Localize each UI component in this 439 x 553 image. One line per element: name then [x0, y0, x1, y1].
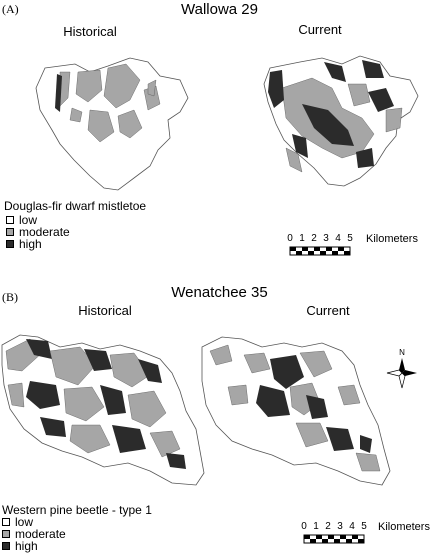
legend-item-moderate: moderate — [2, 527, 66, 541]
panel-b-scale-bar: 0 1 2 3 4 5 Kilometers — [301, 521, 434, 549]
high-patch — [362, 60, 384, 78]
moderate-patch — [337, 384, 361, 406]
high-patch — [166, 453, 186, 469]
moderate-patch — [7, 382, 25, 408]
high-patch — [326, 427, 354, 451]
moderate-patch — [69, 107, 83, 123]
moderate-patch — [295, 422, 329, 448]
panel-a-historical-label: Historical — [63, 24, 117, 39]
legend-item-high: high — [6, 237, 70, 251]
panel-a-historical-map — [35, 57, 189, 191]
legend-swatch-moderate — [2, 530, 10, 538]
high-patch — [360, 435, 372, 453]
legend-swatch-high — [6, 240, 14, 248]
moderate-patch — [299, 350, 333, 378]
high-patch — [138, 359, 162, 383]
moderate-patch — [149, 430, 181, 458]
compass-rose-icon — [386, 358, 417, 389]
moderate-patch — [63, 386, 105, 422]
high-patch — [368, 88, 394, 112]
high-patch — [256, 385, 290, 417]
high-patch — [302, 104, 354, 146]
panel-a-legend-title: Douglas-fir dwarf mistletoe — [4, 199, 147, 213]
panel-b-current-label: Current — [306, 303, 350, 318]
panel-a-current-map — [263, 55, 419, 187]
moderate-patch — [87, 109, 115, 143]
legend-item-low: low — [2, 515, 66, 529]
moderate-patch — [227, 384, 249, 406]
panel-a-legend: low moderate high — [6, 213, 70, 251]
legend-swatch-low — [2, 518, 10, 526]
panel-b-letter: (B) — [2, 290, 18, 304]
high-patch — [100, 385, 126, 415]
moderate-patch — [147, 79, 157, 97]
panel-a-scale-bar: 0 1 2 3 4 5 Kilometers — [287, 233, 435, 263]
legend-swatch-low — [6, 216, 14, 224]
high-patch — [324, 62, 346, 82]
high-patch — [26, 381, 60, 409]
scale-bar-graphic — [289, 246, 351, 256]
high-patch — [40, 417, 66, 437]
moderate-patch — [385, 107, 403, 133]
moderate-patch — [49, 346, 97, 386]
moderate-patch — [103, 63, 141, 109]
north-arrow: N — [386, 348, 417, 398]
high-patch — [356, 148, 374, 168]
high-patch — [55, 74, 62, 112]
panel-a-letter: (A) — [2, 2, 19, 16]
panel-b-legend: low moderate high — [2, 515, 66, 553]
legend-item-moderate: moderate — [6, 225, 70, 239]
panel-b-current-map — [201, 336, 391, 486]
panel-b-historical-label: Historical — [78, 303, 132, 318]
legend-item-low: low — [6, 213, 70, 227]
scale-bar-graphic — [303, 534, 365, 544]
moderate-patch — [209, 344, 233, 366]
panel-a-title: Wallowa 29 — [181, 1, 258, 18]
moderate-patch — [117, 109, 143, 139]
panel-b-legend-title: Western pine beetle - type 1 — [2, 503, 152, 517]
moderate-patch — [127, 390, 167, 428]
moderate-patch — [69, 424, 111, 454]
moderate-patch — [285, 147, 303, 173]
legend-swatch-moderate — [6, 228, 14, 236]
high-patch — [84, 349, 112, 371]
legend-swatch-high — [2, 542, 10, 550]
north-label: N — [399, 348, 405, 357]
high-patch — [268, 70, 284, 108]
panel-a-current-label: Current — [298, 22, 342, 37]
panel-b-historical-map — [1, 334, 205, 486]
high-patch — [306, 395, 328, 419]
panel-b-title: Wenatchee 35 — [171, 284, 268, 301]
high-patch — [26, 339, 52, 359]
high-patch — [270, 355, 304, 389]
moderate-patch — [347, 83, 371, 107]
high-patch — [292, 134, 308, 158]
legend-item-high: high — [2, 539, 66, 553]
moderate-patch — [243, 352, 271, 374]
moderate-patch — [355, 452, 381, 472]
high-patch — [112, 425, 146, 453]
moderate-patch — [75, 69, 103, 103]
